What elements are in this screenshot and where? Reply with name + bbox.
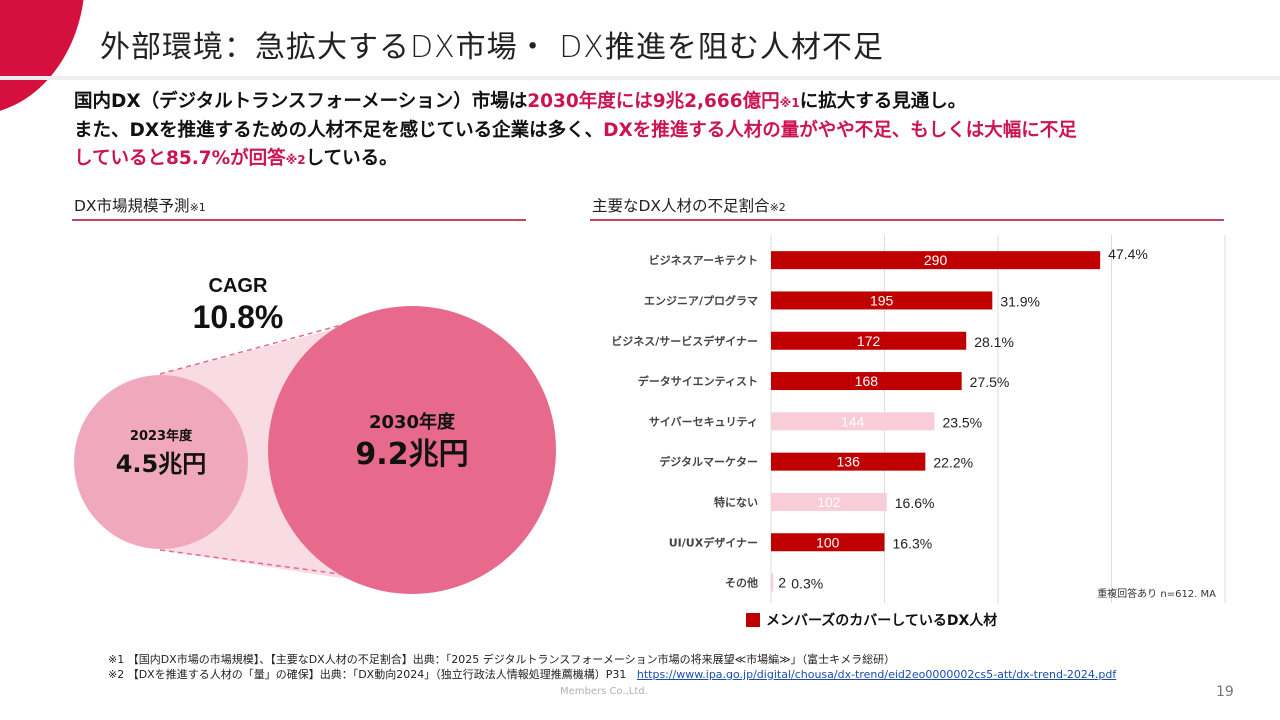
percent-label: 27.5% (970, 374, 1010, 390)
bar-value-label: 102 (817, 494, 841, 510)
lead-text: 国内DX（デジタルトランスフォーメーション）市場は2030年度には9兆2,666… (74, 88, 1254, 174)
source-link[interactable]: https://www.ipa.go.jp/digital/chousa/dx-… (636, 668, 1117, 681)
footnote-2-text: ※2 【DXを推進する人材の「量」の確保】出典：「DX動向2024」（独立行政法… (108, 668, 627, 681)
market-section-title: DX市場規模予測※1 (74, 194, 206, 216)
category-label: ビジネス/サービスデザイナー (611, 334, 758, 348)
footnote-2: ※2 【DXを推進する人材の「量」の確保】出典：「DX動向2024」（独立行政法… (108, 666, 1116, 682)
bar-value-label: 195 (870, 292, 894, 308)
percent-label: 16.3% (893, 535, 933, 551)
market-bubble-diagram: CAGR 10.8% 2023年度 4.5兆円 2030年度 9.2兆円 (74, 275, 556, 594)
bar-row: ビジネス/サービスデザイナー 172 28.1% (611, 331, 1014, 350)
page-number: 19 (1216, 684, 1234, 700)
bar-row: その他 2 0.3% (725, 573, 823, 592)
bar-row: 特にない 102 16.6% (714, 492, 935, 511)
bubble-2030-year: 2030年度 (369, 411, 456, 433)
percent-label: 22.2% (933, 455, 973, 471)
market-section-title-text: DX市場規模予測 (74, 197, 190, 215)
lead-line-2: また、DXを推進するための人材不足を感じている企業は多く、DXを推進する人材の量… (74, 117, 1254, 145)
bubble-2030-value: 9.2兆円 (355, 437, 468, 472)
bar-row: サイバーセキュリティ 144 23.5% (649, 412, 982, 431)
bubble-2030 (268, 306, 556, 594)
bar-value-label: 168 (855, 373, 879, 389)
bar (771, 452, 926, 471)
bar-value-label: 290 (924, 252, 948, 268)
percent-label: 0.3% (791, 576, 823, 592)
legend-label: メンバーズのカバーしているDX人材 (766, 613, 998, 629)
cagr-value: 10.8% (193, 299, 284, 335)
category-label: UI/UXデザイナー (669, 535, 758, 549)
lead-line-3: していると85.7%が回答※2している。 (74, 145, 1254, 174)
bars: ビジネスアーキテクト 290 47.4% エンジニア/プログラマ 195 31.9% ビジネ… (611, 246, 1148, 592)
page-title: 外部環境：急拡大するDX市場・ DX推進を阻む人材不足 (100, 30, 884, 65)
talent-section-underline (590, 219, 1224, 221)
bar (771, 492, 887, 511)
company-name: Members Co.,Ltd. (560, 686, 648, 697)
lead-text-1b: に拡大する見通し。 (799, 91, 967, 112)
bar (771, 412, 935, 431)
corner-accent-shape (0, 0, 85, 115)
footnote-ref-2: ※2 (285, 153, 306, 167)
bar-value-label: 144 (841, 413, 865, 429)
talent-section-title-text: 主要なDX人材の不足割合 (592, 197, 770, 215)
bar (771, 573, 774, 592)
percent-label: 31.9% (1000, 293, 1040, 309)
category-label: 特にない (714, 495, 758, 509)
legend-swatch-covered (746, 613, 760, 627)
talent-section-title: 主要なDX人材の不足割合※2 (592, 194, 786, 216)
category-label: サイバーセキュリティ (649, 415, 758, 428)
lead-text-1a: 国内DX（デジタルトランスフォーメーション）市場は (74, 91, 528, 112)
bar (771, 533, 885, 552)
bar (771, 251, 1101, 270)
percent-label: 28.1% (974, 334, 1014, 350)
bar-value-label: 136 (837, 454, 861, 470)
talent-section-note: ※2 (769, 201, 786, 214)
title-divider (0, 76, 1280, 80)
cone-edge-top (159, 319, 361, 375)
bar-row: UI/UXデザイナー 100 16.3% (669, 533, 933, 552)
bubble-2023 (74, 375, 248, 549)
category-label: ビジネスアーキテクト (649, 253, 758, 267)
talent-shortage-bar-chart: ビジネスアーキテクト 290 47.4% エンジニア/プログラマ 195 31.9% ビジネ… (611, 235, 1226, 603)
bar-row: データサイエンティスト 168 27.5% (638, 372, 1010, 391)
bar-value-label: 172 (857, 333, 881, 349)
bar-value-label: 100 (816, 534, 840, 550)
lead-text-3b: している。 (305, 148, 398, 169)
bar-row: ビジネスアーキテクト 290 47.4% (649, 246, 1148, 270)
lead-highlight-2: DXを推進する人材の量がやや不足、もしくは大幅に不足 (603, 120, 1077, 141)
sample-size-note: 重複回答あり n=612. MA (1097, 587, 1216, 600)
bubble-2023-year: 2023年度 (130, 428, 193, 444)
category-label: エンジニア/プログラマ (644, 293, 758, 307)
percent-label: 16.6% (895, 495, 935, 511)
lead-text-2a: また、DXを推進するための人材不足を感じている企業は多く、 (74, 120, 604, 141)
footnote-1: ※1 【国内DX市場の市場規模】、【主要なDX人材の不足割合】出典：「2025 … (108, 653, 896, 666)
lead-line-1: 国内DX（デジタルトランスフォーメーション）市場は2030年度には9兆2,666… (74, 88, 1254, 117)
bar-value-label: 2 (778, 575, 786, 591)
footnote-ref-1: ※1 (779, 96, 800, 110)
percent-label: 47.4% (1108, 246, 1148, 262)
category-label: データサイエンティスト (638, 374, 758, 388)
bar-row: デジタルマーケター 136 22.2% (659, 452, 973, 471)
category-label: デジタルマーケター (659, 455, 758, 469)
percent-label: 23.5% (942, 414, 982, 430)
bar (771, 291, 993, 310)
bar-row: エンジニア/プログラマ 195 31.9% (644, 291, 1040, 310)
bar (771, 372, 962, 391)
cagr-label: CAGR (209, 275, 268, 297)
lead-highlight-1: 2030年度には9兆2,666億円 (527, 91, 780, 112)
chart-legend: メンバーズのカバーしているDX人材 (746, 610, 997, 630)
bubble-2023-value: 4.5兆円 (116, 450, 207, 478)
bar (771, 331, 967, 350)
category-label: その他 (725, 576, 758, 590)
market-section-note: ※1 (189, 201, 206, 214)
market-section-underline (72, 219, 526, 221)
lead-highlight-3: していると85.7%が回答 (74, 148, 286, 169)
